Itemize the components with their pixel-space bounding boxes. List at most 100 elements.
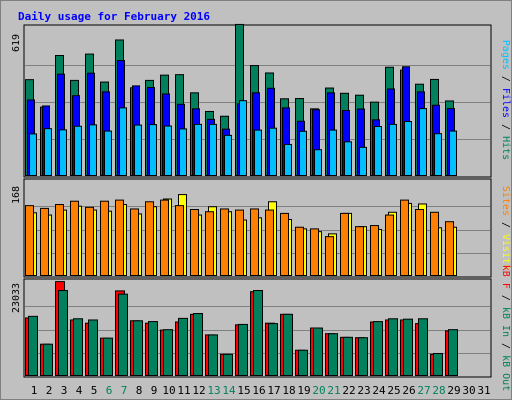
bar-pages bbox=[44, 128, 52, 176]
bar-pages bbox=[449, 130, 457, 176]
bar-kb-in bbox=[163, 329, 173, 376]
bar-kb-in bbox=[313, 327, 323, 377]
bar-pages bbox=[59, 129, 67, 177]
panel-bottom-legend: kB F / kB In / kB Out bbox=[500, 265, 511, 391]
legend-entry-bottom: / bbox=[500, 289, 511, 307]
x-axis-label: 12 bbox=[192, 384, 205, 397]
bar-pages bbox=[104, 130, 112, 176]
x-axis-label: 25 bbox=[387, 384, 400, 397]
x-axis-label: 11 bbox=[177, 384, 190, 397]
bar-kb-in bbox=[238, 323, 248, 376]
bar-kb-in bbox=[88, 319, 98, 377]
x-axis-label: 19 bbox=[297, 384, 310, 397]
x-axis-label: 5 bbox=[91, 384, 98, 397]
bar-sites bbox=[310, 228, 319, 276]
x-axis-label: 10 bbox=[162, 384, 175, 397]
bar-pages bbox=[119, 107, 127, 176]
bar-kb-in bbox=[133, 320, 143, 376]
x-axis-label: 28 bbox=[432, 384, 445, 397]
bar-sites bbox=[445, 221, 454, 276]
bar-kb-in bbox=[373, 321, 383, 377]
bar-kb-in bbox=[253, 289, 263, 377]
bar-sites bbox=[280, 212, 289, 276]
bar-pages bbox=[149, 124, 157, 176]
panel-kb: 23033 kB F / kB In / kB Out bbox=[11, 265, 511, 391]
bar-sites bbox=[160, 199, 169, 277]
bar-kb-in bbox=[43, 343, 53, 376]
bar-pages bbox=[239, 100, 247, 176]
x-axis-label: 24 bbox=[372, 384, 386, 397]
legend-entry-top: Pages bbox=[500, 40, 511, 70]
bar-sites bbox=[400, 199, 409, 277]
bar-kb-in bbox=[148, 321, 158, 377]
bar-sites bbox=[130, 208, 139, 276]
bar-sites bbox=[190, 209, 199, 276]
bar-kb-in bbox=[403, 318, 413, 377]
legend-entry-top: Hits bbox=[500, 136, 511, 160]
legend-entry-top: / bbox=[500, 118, 511, 136]
legend-entry-bottom: kB In bbox=[500, 307, 511, 337]
bar-sites bbox=[265, 209, 274, 276]
bar-pages bbox=[404, 121, 412, 177]
panel-bottom-ymax-label: 23033 bbox=[11, 283, 22, 313]
legend-entry-middle: Sites bbox=[500, 186, 511, 216]
bar-sites bbox=[295, 226, 304, 277]
panel-top-bars bbox=[25, 23, 457, 177]
chart-title: Daily usage for February 2016 bbox=[18, 10, 210, 23]
bar-pages bbox=[374, 126, 382, 176]
x-axis-day-labels: 1 2 3 4 5 6 7 8 9 10 11 12 13 14 15 16 17 18 19 20 21 22 23 24 2… bbox=[31, 384, 491, 397]
x-axis-label: 8 bbox=[136, 384, 143, 397]
bar-sites bbox=[415, 209, 424, 276]
x-axis-label: 6 bbox=[106, 384, 113, 397]
bar-pages bbox=[359, 146, 367, 176]
x-axis-label: 7 bbox=[121, 384, 128, 397]
x-axis-label: 31 bbox=[477, 384, 490, 397]
x-axis-label: 30 bbox=[462, 384, 475, 397]
x-axis-label: 23 bbox=[357, 384, 370, 397]
bar-kb-in bbox=[343, 336, 353, 376]
bar-kb-in bbox=[58, 289, 68, 377]
bar-sites bbox=[235, 209, 244, 276]
x-axis-label: 15 bbox=[237, 384, 250, 397]
bar-kb-in bbox=[328, 333, 338, 376]
bar-sites bbox=[70, 200, 79, 276]
bar-sites bbox=[250, 208, 259, 276]
bar-pages bbox=[389, 123, 397, 176]
bar-sites bbox=[55, 204, 64, 277]
bar-pages bbox=[29, 133, 37, 177]
x-axis-label: 21 bbox=[327, 384, 340, 397]
panel-visits-sites: 168 Sites / Visits bbox=[11, 178, 511, 278]
x-axis-label: 2 bbox=[46, 384, 53, 397]
bar-sites bbox=[40, 207, 49, 277]
bar-pages bbox=[344, 141, 352, 176]
bar-pages bbox=[179, 128, 187, 176]
bar-pages bbox=[164, 125, 172, 176]
bar-pages bbox=[134, 124, 142, 176]
x-axis-label: 4 bbox=[76, 384, 83, 397]
legend-entry-bottom: kB F bbox=[500, 265, 511, 289]
bar-sites bbox=[175, 205, 184, 276]
bar-sites bbox=[385, 214, 394, 277]
x-axis-label: 18 bbox=[282, 384, 295, 397]
x-axis-label: 22 bbox=[342, 384, 355, 397]
bar-sites bbox=[25, 205, 34, 276]
bar-pages bbox=[329, 129, 337, 176]
bar-kb-in bbox=[193, 313, 203, 377]
bar-kb-in bbox=[178, 317, 188, 376]
x-axis-label: 13 bbox=[207, 384, 220, 397]
bar-sites bbox=[355, 226, 364, 277]
legend-entry-middle: Visits bbox=[500, 234, 511, 270]
x-axis-label: 14 bbox=[222, 384, 236, 397]
x-axis-label: 17 bbox=[267, 384, 280, 397]
bar-kb-in bbox=[388, 318, 398, 377]
x-axis-label: 26 bbox=[402, 384, 415, 397]
bar-kb-in bbox=[28, 315, 38, 377]
bar-kb-in bbox=[433, 352, 443, 377]
legend-entry-bottom: kB Out bbox=[500, 355, 511, 391]
bar-pages bbox=[224, 134, 232, 177]
legend-entry-top: / bbox=[500, 70, 511, 88]
bar-kb-in bbox=[208, 334, 218, 376]
x-axis-label: 3 bbox=[61, 384, 68, 397]
panel-top-legend: Pages / Files / Hits bbox=[500, 40, 511, 160]
bar-kb-in bbox=[118, 293, 128, 376]
